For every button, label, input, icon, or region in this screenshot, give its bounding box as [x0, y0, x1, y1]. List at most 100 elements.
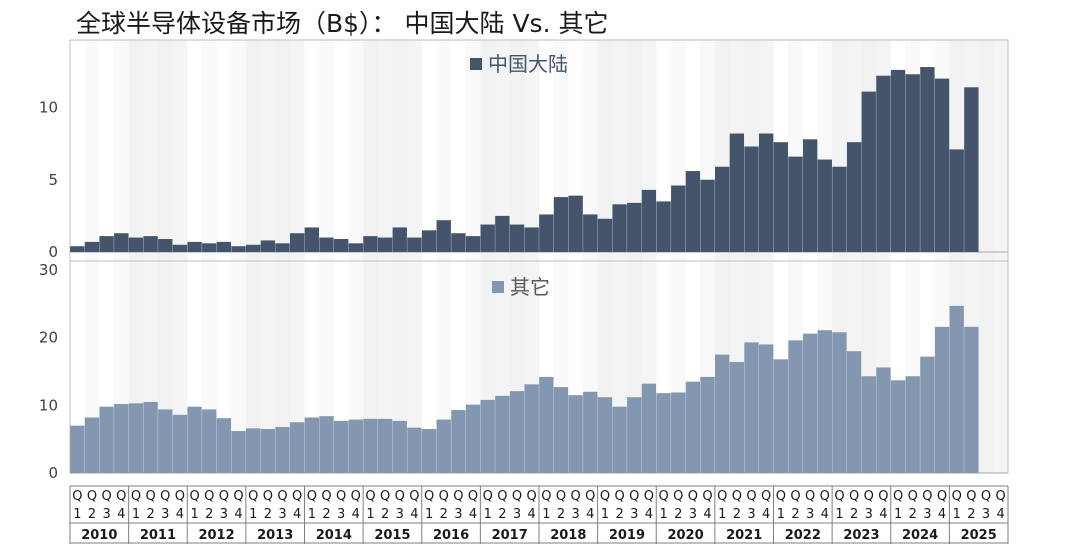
bar-china — [949, 149, 964, 252]
bar-china — [861, 91, 876, 252]
quarter-label-num: 2 — [264, 507, 272, 522]
year-label: 2017 — [492, 528, 528, 543]
bar-china — [70, 246, 85, 252]
quarter-label-num: 3 — [396, 507, 404, 522]
bar-china — [627, 202, 642, 252]
bar-china — [641, 189, 657, 252]
bar-china — [333, 238, 349, 252]
bar-other — [70, 425, 85, 473]
bar-other — [128, 403, 144, 473]
bar-other — [553, 387, 569, 473]
bar-china — [319, 237, 334, 252]
legend-swatch-other — [492, 281, 504, 293]
quarter-label-q: Q — [453, 489, 463, 504]
bar-other — [158, 409, 173, 473]
quarter-label-num: 2 — [733, 507, 741, 522]
bar-china — [671, 185, 686, 252]
quarter-label-num: 2 — [674, 507, 682, 522]
quarter-label-num: 2 — [440, 507, 448, 522]
quarter-label-num: 2 — [146, 507, 154, 522]
quarter-label-q: Q — [263, 489, 273, 504]
bar-other — [583, 391, 598, 473]
legend-label-china: 中国大陆 — [488, 52, 568, 76]
quarter-label-num: 4 — [469, 507, 477, 522]
bar-other — [509, 391, 525, 473]
quarter-label-num: 1 — [190, 507, 198, 522]
quarter-label-num: 4 — [762, 507, 770, 522]
quarter-label-num: 3 — [689, 507, 697, 522]
bar-other — [275, 426, 290, 473]
y-tick-label: 20 — [39, 329, 58, 347]
bar-other — [671, 392, 686, 473]
bar-other — [451, 410, 466, 473]
quarter-label-q: Q — [219, 489, 229, 504]
bar-china — [158, 238, 173, 252]
quarter-stripe — [495, 40, 510, 473]
quarter-label-num: 2 — [967, 507, 975, 522]
quarter-label-q: Q — [351, 489, 361, 504]
quarter-label-q: Q — [746, 489, 756, 504]
quarter-label-num: 3 — [923, 507, 931, 522]
quarter-stripe — [113, 40, 129, 473]
quarter-label-q: Q — [966, 489, 976, 504]
bar-china — [348, 243, 363, 252]
year-label: 2013 — [257, 528, 293, 543]
quarter-label-q: Q — [395, 489, 405, 504]
quarter-label-num: 3 — [454, 507, 462, 522]
quarter-label-q: Q — [175, 489, 185, 504]
year-label: 2023 — [843, 528, 879, 543]
bar-china — [143, 236, 158, 252]
bar-other — [407, 427, 422, 473]
year-label: 2012 — [198, 528, 234, 543]
bar-china — [289, 233, 305, 252]
year-label: 2014 — [316, 528, 352, 543]
quarter-label-num: 1 — [777, 507, 785, 522]
bar-china — [99, 236, 114, 252]
quarter-label-q: Q — [981, 489, 991, 504]
quarter-label-q: Q — [996, 489, 1006, 504]
bar-china — [231, 246, 246, 252]
quarter-stripe — [582, 40, 598, 473]
quarter-label-q: Q — [820, 489, 830, 504]
bar-other — [114, 403, 129, 473]
bar-china — [128, 237, 144, 252]
quarter-label-num: 4 — [821, 507, 829, 522]
bar-china — [480, 224, 495, 252]
bar-china — [84, 241, 100, 252]
quarter-label-q: Q — [233, 489, 243, 504]
quarter-stripe — [289, 40, 305, 473]
quarter-label-num: 1 — [249, 507, 257, 522]
bar-other — [216, 418, 232, 473]
quarter-label-num: 2 — [909, 507, 917, 522]
quarter-label-q: Q — [805, 489, 815, 504]
chart-title: 全球半导体设备市场（B$）： 中国大陆 Vs. 其它 — [76, 9, 609, 38]
quarter-label-q: Q — [204, 489, 214, 504]
bar-china — [421, 230, 437, 252]
bar-other — [304, 417, 320, 473]
bar-other — [172, 414, 188, 473]
quarter-stripe — [700, 40, 715, 473]
quarter-stripe — [641, 40, 657, 473]
quarter-label-num: 3 — [278, 507, 286, 522]
bar-other — [260, 429, 276, 473]
quarter-label-num: 4 — [117, 507, 125, 522]
quarter-label-num: 3 — [513, 507, 521, 522]
quarter-label-num: 3 — [337, 507, 345, 522]
quarter-label-q: Q — [307, 489, 317, 504]
quarter-label-q: Q — [908, 489, 918, 504]
bar-other — [363, 418, 378, 473]
y-tick-label: 0 — [48, 243, 58, 261]
bar-other — [656, 393, 671, 473]
quarter-label-num: 3 — [806, 507, 814, 522]
quarter-label-num: 1 — [484, 507, 492, 522]
year-label: 2019 — [609, 528, 645, 543]
bar-other — [846, 351, 862, 473]
quarter-label-q: Q — [365, 489, 375, 504]
quarter-label-num: 3 — [865, 507, 873, 522]
quarter-stripe — [612, 40, 627, 473]
quarter-label-q: Q — [937, 489, 947, 504]
bar-china — [876, 75, 891, 253]
quarter-label-num: 4 — [234, 507, 242, 522]
bar-china — [715, 166, 730, 252]
quarter-label-num: 4 — [703, 507, 711, 522]
